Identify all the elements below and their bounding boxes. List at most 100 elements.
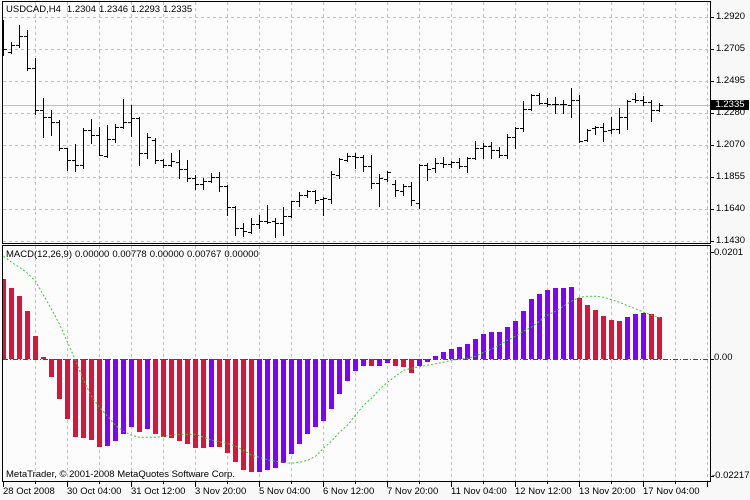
macd-histogram-bar: [113, 359, 118, 441]
macd-histogram-bar: [401, 359, 406, 367]
time-axis-label: 5 Nov 04:00: [259, 486, 311, 497]
macd-histogram-bar: [289, 359, 294, 454]
macd-indicator-pane[interactable]: [1, 245, 711, 482]
macd-title: MACD(12,26,9) 0.00000 0.00778 0.00000 0.0076…: [6, 249, 259, 261]
ohlc-bar: [336, 158, 343, 179]
price-axis[interactable]: 1.2920 1.2705 1.2495 1.2280 1.2070 1.185…: [711, 0, 750, 246]
ohlc-bar: [200, 178, 207, 190]
ohlc-bar: [160, 159, 167, 168]
time-axis-label: 3 Nov 20:00: [195, 486, 247, 497]
macd-histogram-bar: [121, 359, 126, 434]
macd-histogram-bar: [185, 359, 190, 444]
macd-histogram-bar: [609, 320, 614, 359]
price-axis-label: 1.1855: [716, 171, 746, 182]
macd-histogram-bar: [569, 287, 574, 359]
chart-title: USDCAD,H4 1.2304 1.2346 1.2293 1.2335: [6, 4, 192, 16]
price-axis-label: 1.2495: [716, 75, 746, 86]
ohlc-bar: [584, 129, 591, 142]
time-axis-label: 7 Nov 20:00: [387, 486, 439, 497]
macd-histogram-bar: [465, 344, 470, 359]
ohlc-bar: [32, 58, 39, 115]
ohlc-bar: [152, 138, 159, 164]
macd-histogram-bar: [473, 339, 478, 359]
macd-histogram-bar: [313, 359, 318, 427]
ohlc-bar: [480, 143, 487, 159]
time-axis-label: 31 Oct 12:00: [131, 486, 186, 497]
macd-histogram-bar: [353, 359, 358, 371]
macd-histogram-bar: [537, 294, 542, 359]
macd-histogram-bar: [97, 359, 102, 447]
macd-histogram-bar: [449, 349, 454, 359]
ohlc-bar: [608, 117, 615, 134]
macd-axis[interactable]: 0.0201 0.00 -0.02217: [711, 245, 750, 482]
macd-histogram-bar: [601, 316, 606, 359]
macd-histogram-bar: [193, 359, 198, 448]
ohlc-bar: [544, 98, 551, 107]
macd-histogram-bar: [345, 359, 350, 381]
time-axis[interactable]: 28 Oct 2008 30 Oct 04:00 31 Oct 12:00 3 …: [0, 483, 711, 500]
macd-histogram-bar: [201, 359, 206, 448]
copyright-text: MetaTrader, © 2001-2008 MetaQuotes Softw…: [6, 469, 235, 480]
price-axis-label: 1.2070: [716, 139, 746, 150]
price-chart-pane[interactable]: [0, 1, 711, 244]
macd-histogram-bar: [153, 359, 158, 434]
macd-histogram-bar: [505, 327, 510, 359]
macd-histogram-bar: [41, 357, 46, 359]
ohlc-bar: [360, 155, 367, 172]
ohlc-bar: [520, 101, 527, 132]
price-axis-label: 1.1430: [716, 235, 746, 246]
ohlc-bar: [280, 207, 287, 236]
macd-histogram-bar: [553, 288, 558, 359]
macd-histogram-bar: [393, 359, 398, 366]
time-axis-label: 28 Oct 2008: [3, 486, 55, 497]
ohlc-bar: [96, 127, 103, 156]
ohlc-bar: [56, 120, 63, 151]
macd-histogram-bar: [17, 296, 22, 359]
ohlc-bar: [232, 206, 239, 236]
ohlc-bar: [64, 148, 71, 171]
ohlc-bar: [296, 192, 303, 207]
ohlc-bar: [104, 125, 111, 158]
ohlc-bar: [472, 141, 479, 160]
ohlc-bar: [128, 105, 135, 137]
macd-histogram-bar: [649, 314, 654, 359]
ohlc-bar: [272, 218, 279, 238]
ohlc-bar: [144, 133, 151, 159]
macd-histogram-bar: [489, 332, 494, 359]
axis-ticks: [3, 17, 714, 487]
macd-histogram-bar: [249, 359, 254, 472]
macd-histogram-bar: [337, 359, 342, 394]
macd-histogram-bar: [177, 359, 182, 441]
ohlc-bar: [192, 175, 199, 190]
ohlc-bar: [416, 164, 423, 209]
macd-histogram: [3, 279, 662, 472]
ohlc-bar: [656, 103, 663, 112]
macd-histogram-bar: [81, 359, 86, 438]
ohlc-bar: [528, 94, 535, 111]
macd-axis-zero-label: 0.00: [714, 352, 733, 363]
ohlc-high-value: 1.2346: [98, 4, 129, 15]
macd-histogram-bar: [89, 359, 94, 440]
ohlc-bar: [512, 127, 519, 149]
ohlc-bar: [168, 153, 175, 167]
ohlc-bars: [3, 20, 663, 238]
macd-histogram-bar: [321, 359, 326, 421]
ohlc-open-value: 1.2304: [66, 4, 96, 15]
macd-value: 0.00000: [75, 249, 110, 260]
macd-histogram-bar: [161, 359, 166, 437]
ohlc-bar: [112, 124, 119, 143]
ohlc-bar: [488, 142, 495, 159]
macd-histogram-bar: [129, 359, 134, 427]
macd-value: 0.00000: [149, 249, 185, 260]
ohlc-bar: [24, 30, 31, 71]
macd-histogram-bar: [305, 359, 310, 434]
current-price-label: 1.2335: [711, 100, 749, 110]
macd-histogram-bar: [265, 359, 270, 470]
macd-histogram-bar: [145, 359, 150, 429]
macd-histogram-bar: [521, 311, 526, 359]
price-axis-label: 1.2705: [716, 43, 746, 54]
ohlc-bar: [368, 155, 375, 189]
macd-histogram-bar: [49, 359, 54, 377]
ohlc-bar: [136, 117, 143, 166]
